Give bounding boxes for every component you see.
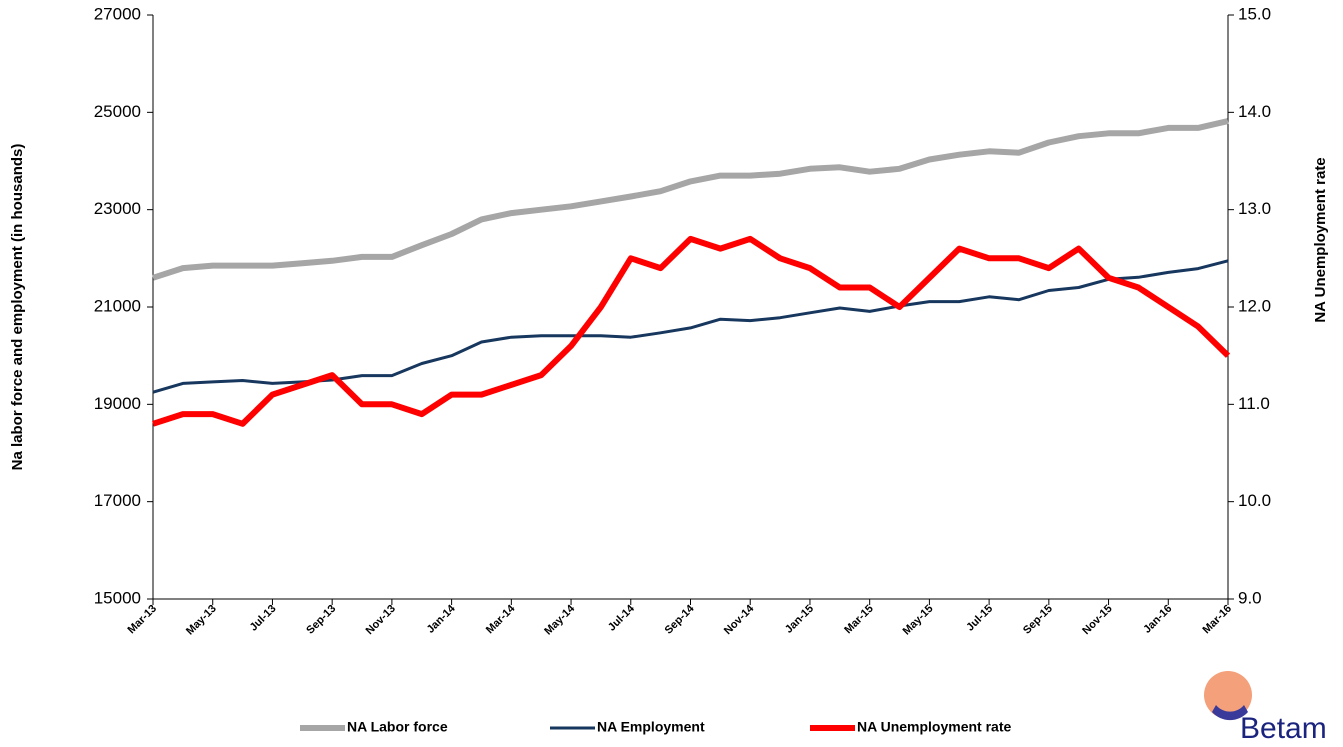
x-tick-label: Jan-14	[425, 602, 459, 636]
series-line	[152, 118, 1229, 281]
legend-label: NA Employment	[597, 719, 705, 735]
y2-tick-label: 15.0	[1238, 4, 1271, 23]
logo-swoosh	[1212, 705, 1248, 721]
y-tick-label: 17000	[94, 491, 141, 510]
x-tick-label: Nov-13	[364, 603, 398, 637]
x-tick-label: Jan-15	[783, 603, 816, 636]
x-tick-label: May-15	[901, 603, 936, 638]
y-axis-title: Na labor force and employment (in housan…	[9, 144, 26, 471]
x-tick-label: Sep-13	[304, 603, 338, 637]
legend-label: NA Labor force	[347, 719, 448, 735]
x-tick-label: Jul-14	[606, 602, 638, 634]
x-tick-label: Nov-15	[1080, 603, 1114, 637]
x-tick-label: Nov-14	[722, 602, 757, 637]
legend-label: NA Unemployment rate	[857, 719, 1012, 735]
y-tick-label: 19000	[94, 394, 141, 413]
x-tick-label: Sep-14	[663, 602, 698, 637]
y2-tick-label: 14.0	[1238, 102, 1271, 121]
x-tick-label: May-14	[542, 602, 577, 637]
x-tick-label: Mar-15	[842, 603, 876, 637]
x-tick-label: Jan-16	[1141, 603, 1174, 636]
logo-text: Betam	[1240, 712, 1327, 742]
x-tick-label: Mar-13	[126, 603, 160, 637]
x-tick-label: Jul-15	[964, 603, 995, 634]
y-tick-label: 27000	[94, 4, 141, 23]
x-tick-label: May-13	[184, 603, 219, 638]
y-tick-label: 21000	[94, 296, 141, 315]
y2-tick-label: 11.0	[1238, 394, 1270, 413]
y-tick-label: 15000	[94, 588, 141, 607]
x-tick-label: Sep-15	[1021, 603, 1055, 637]
y2-tick-label: 9.0	[1238, 588, 1262, 607]
y2-tick-label: 10.0	[1238, 491, 1271, 510]
series-line	[152, 259, 1229, 394]
x-tick-label: Mar-14	[484, 602, 518, 636]
logo: Betam	[1204, 671, 1327, 745]
y2-tick-label: 12.0	[1238, 296, 1271, 315]
series-line	[152, 235, 1231, 427]
x-tick-label: Mar-16	[1201, 603, 1235, 637]
y-tick-label: 25000	[94, 102, 141, 121]
y-tick-label: 23000	[94, 199, 141, 218]
y2-tick-label: 13.0	[1238, 199, 1271, 218]
y2-axis-title: NA Unemployment rate	[1312, 157, 1329, 322]
x-tick-label: Jul-13	[248, 603, 279, 634]
